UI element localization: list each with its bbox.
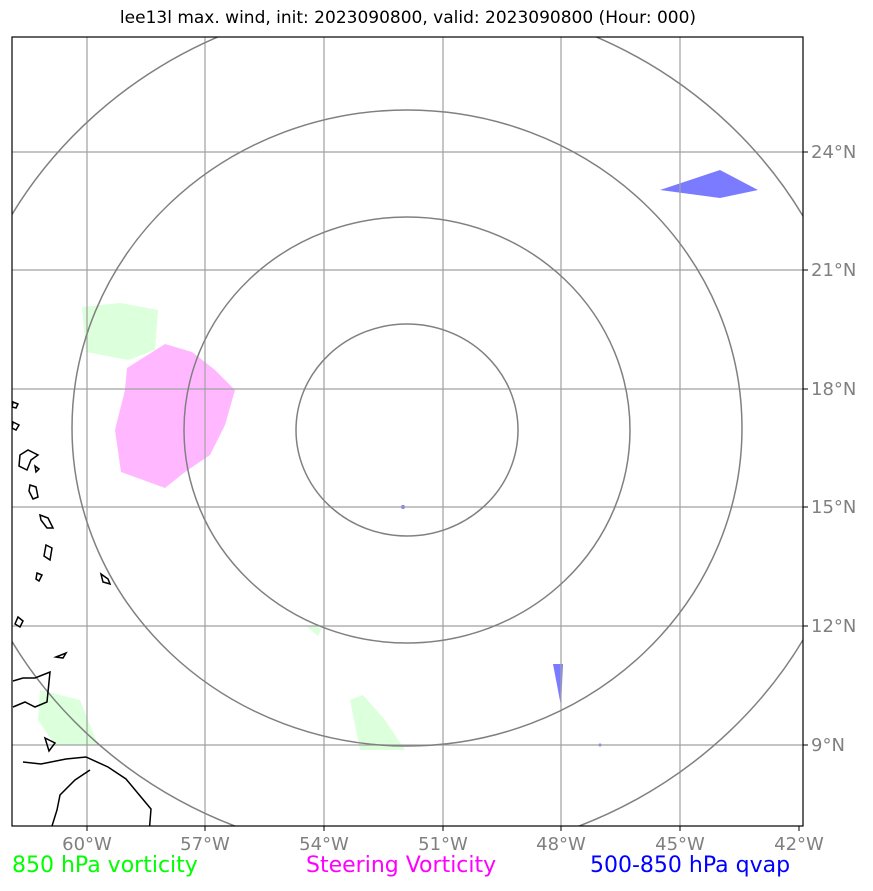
steering-vorticity-area xyxy=(115,344,235,488)
lat-tick-label: 9°N xyxy=(811,735,845,756)
legend-qvap: 500-850 hPa qvap xyxy=(590,853,791,878)
legend-850-vorticity: 850 hPa vorticity xyxy=(12,853,198,878)
range-ring-1 xyxy=(295,323,519,537)
lon-tick-label: 57°W xyxy=(180,834,230,855)
lon-tick-label: 48°W xyxy=(536,834,586,855)
range-ring-3 xyxy=(71,109,743,747)
plot-frame xyxy=(11,36,804,827)
qvap-areas xyxy=(401,170,758,747)
range-rings xyxy=(12,37,803,826)
lon-tick-label: 42°W xyxy=(774,834,824,855)
range-ring-2 xyxy=(183,216,631,644)
gridlines xyxy=(12,37,803,826)
lat-tick-label: 15°N xyxy=(811,497,856,518)
vorticity-850-areas xyxy=(38,303,405,750)
lat-tick-label: 18°N xyxy=(811,379,856,400)
legend-steering-vorticity: Steering Vorticity xyxy=(306,853,497,878)
lat-tick-label: 21°N xyxy=(811,260,856,281)
lon-tick-label: 45°W xyxy=(655,834,705,855)
lat-tick-label: 24°N xyxy=(811,142,856,163)
tick-marks xyxy=(86,151,808,831)
lon-tick-label: 51°W xyxy=(418,834,468,855)
lat-tick-label: 12°N xyxy=(811,616,856,637)
map-title: lee13l max. wind, init: 2023090800, vali… xyxy=(119,8,697,28)
coastlines xyxy=(12,400,152,826)
lon-tick-label: 60°W xyxy=(62,834,112,855)
lon-tick-label: 54°W xyxy=(299,834,349,855)
